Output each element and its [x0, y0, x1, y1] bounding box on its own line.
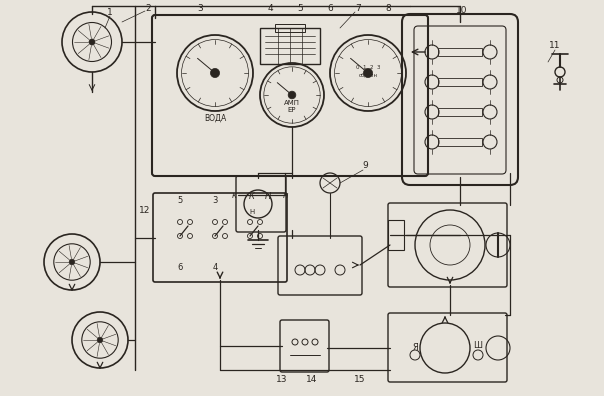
Text: 9: 9: [362, 160, 368, 169]
Text: 5: 5: [178, 196, 182, 204]
Text: 12: 12: [140, 206, 150, 215]
Text: Ш: Ш: [474, 341, 483, 350]
Text: 3: 3: [197, 4, 203, 13]
Text: 1: 1: [107, 8, 113, 17]
Bar: [438, 78, 482, 86]
Text: К: К: [249, 192, 255, 200]
Text: 4: 4: [267, 4, 273, 13]
Bar: [438, 108, 482, 116]
Text: 5: 5: [297, 4, 303, 13]
Text: 14: 14: [306, 375, 318, 385]
Text: 7: 7: [355, 4, 361, 13]
Text: 11: 11: [549, 40, 561, 50]
Bar: [275, 24, 305, 32]
Circle shape: [364, 69, 373, 78]
Text: 0  1  2  3: 0 1 2 3: [356, 65, 381, 70]
Bar: [260, 28, 320, 64]
Text: 13: 13: [276, 375, 288, 385]
Circle shape: [89, 39, 95, 45]
Text: 8: 8: [385, 4, 391, 13]
Text: АМП
ЕР: АМП ЕР: [284, 100, 300, 113]
Text: 2: 2: [145, 4, 151, 13]
Text: 6: 6: [178, 263, 182, 272]
Text: Н: Н: [249, 209, 255, 215]
Text: 10: 10: [456, 6, 467, 15]
Text: 3: 3: [213, 196, 217, 204]
Circle shape: [69, 259, 75, 265]
Text: Я: Я: [412, 343, 418, 352]
Circle shape: [288, 91, 296, 99]
Text: 6: 6: [327, 4, 333, 13]
Text: к: к: [231, 190, 237, 200]
Text: об/мин: об/мин: [359, 72, 378, 78]
Text: ВОДА: ВОДА: [204, 114, 226, 123]
Circle shape: [97, 337, 103, 343]
Text: 15: 15: [355, 375, 366, 385]
Bar: [438, 48, 482, 56]
Text: 4: 4: [213, 263, 217, 272]
Bar: [388, 220, 404, 250]
Text: н: н: [282, 190, 288, 200]
Bar: [438, 138, 482, 146]
Circle shape: [210, 69, 220, 78]
Text: Н: Н: [265, 192, 271, 200]
